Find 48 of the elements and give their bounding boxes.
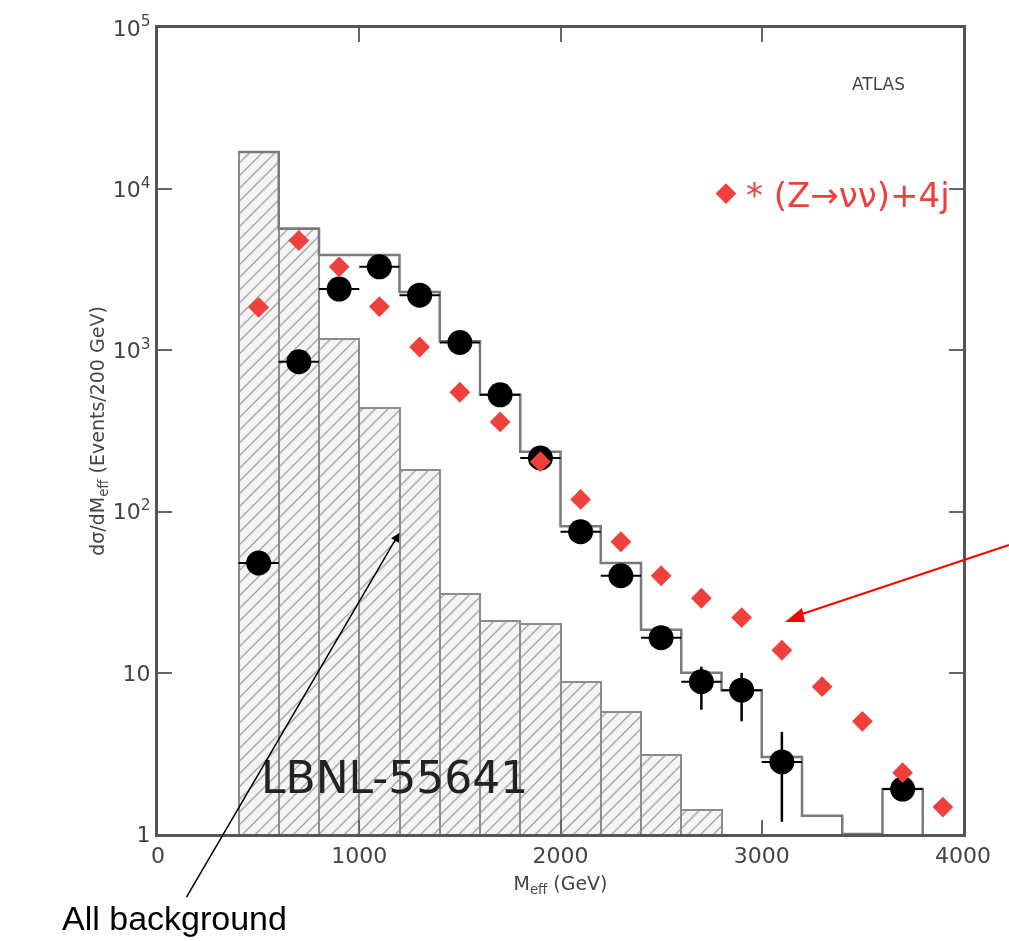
y-tick-label: 10$^{3}$ — [112, 334, 151, 364]
point — [286, 349, 312, 375]
point — [610, 531, 632, 553]
point — [731, 607, 753, 628]
point — [932, 796, 954, 818]
point — [690, 587, 712, 609]
x-tick-label: 2000 — [532, 843, 589, 869]
point — [489, 411, 511, 433]
point — [648, 625, 674, 651]
x-tick-label: 0 — [151, 843, 165, 869]
y-tick-label: 1 — [136, 821, 151, 847]
point — [248, 296, 270, 318]
point — [771, 639, 793, 661]
point — [326, 276, 352, 302]
point — [650, 565, 672, 587]
point — [409, 336, 431, 358]
point — [447, 329, 473, 355]
x-tick-label: 1000 — [331, 843, 388, 869]
point — [570, 489, 592, 510]
point — [769, 749, 795, 775]
point — [608, 563, 634, 589]
y-tick-label: 10 — [122, 660, 151, 686]
legend-label: * (Z→νν)+4j — [745, 174, 950, 215]
annotation: ATLAS — [852, 74, 905, 94]
y-tick-label: 10$^{5}$ — [112, 12, 151, 41]
point — [568, 519, 594, 545]
point — [892, 762, 914, 784]
point — [246, 550, 272, 576]
x-tick-label: 4000 — [935, 843, 991, 869]
point — [811, 676, 833, 698]
y-tick-label: 10$^{4}$ — [112, 173, 151, 202]
x-tick-label: 3000 — [733, 843, 790, 869]
point — [851, 710, 873, 732]
annotation: All background — [62, 899, 287, 937]
point — [288, 230, 310, 251]
point — [688, 669, 714, 695]
point — [366, 254, 392, 280]
point — [449, 381, 471, 403]
point — [729, 677, 755, 703]
point — [529, 451, 551, 473]
y-tick-label: 10$^{2}$ — [112, 496, 151, 525]
point — [407, 282, 433, 308]
point — [487, 382, 513, 408]
annotation: LBNL-55641 — [261, 752, 529, 803]
point — [328, 256, 350, 278]
point — [890, 776, 916, 802]
x-axis-title: M$_{eff}$ (GeV) — [513, 872, 608, 898]
point — [368, 296, 390, 317]
